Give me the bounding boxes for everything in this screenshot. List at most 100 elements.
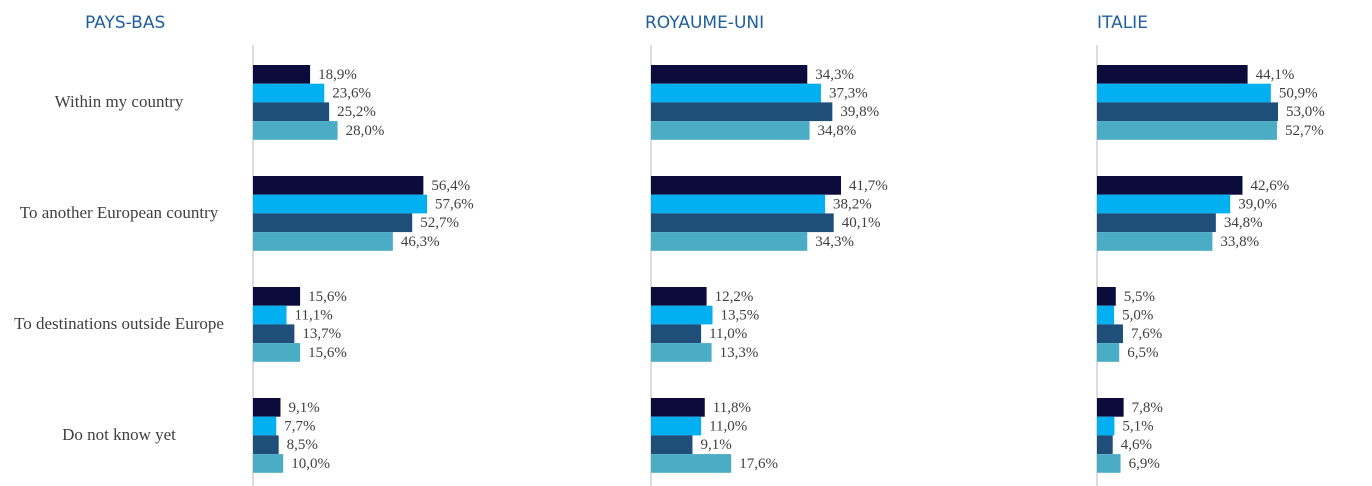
value-label: 33,8% [1220,234,1259,250]
bar [1097,102,1278,122]
bar [253,65,311,84]
bar [253,416,277,436]
value-label: 23,6% [332,85,371,101]
value-label: 38,2% [833,196,872,212]
value-label: 11,0% [709,326,747,342]
bar [1097,305,1115,325]
value-label: 10,0% [291,456,330,472]
bar [651,65,808,84]
bar [1097,343,1120,362]
value-label: 34,8% [1224,215,1263,231]
bar [1097,65,1248,84]
value-label: 7,7% [284,418,315,434]
bar [1097,416,1115,436]
bar [253,343,301,362]
value-label: 52,7% [420,215,459,231]
bar [253,454,284,473]
value-label: 4,6% [1121,437,1152,453]
bar [651,213,834,233]
bar [1097,213,1216,233]
value-label: 39,8% [840,104,879,120]
bar [651,102,833,122]
value-label: 9,1% [700,437,731,453]
category-label: Within my country [54,92,184,112]
bar [1097,121,1277,140]
bar [253,194,427,214]
bar [651,83,821,103]
bar [253,305,287,325]
bar [253,121,338,140]
bar [1097,232,1213,251]
bar [651,194,826,214]
value-label: 11,1% [295,307,333,323]
panel-title: ITALIE [1097,13,1148,33]
value-label: 7,8% [1132,400,1163,416]
bar [1097,194,1231,214]
bar [1097,435,1113,455]
category-label: To another European country [19,203,219,223]
panel-title: ROYAUME-UNI [645,13,764,33]
value-label: 15,6% [308,345,347,361]
value-label: 5,5% [1124,289,1155,305]
bar [651,435,693,455]
value-label: 13,7% [302,326,341,342]
value-label: 11,8% [713,400,751,416]
value-label: 13,5% [721,307,760,323]
bar [651,324,702,344]
value-label: 40,1% [842,215,881,231]
value-label: 34,3% [815,67,854,83]
value-label: 7,6% [1131,326,1162,342]
value-label: 56,4% [431,178,470,194]
bar [651,305,713,325]
value-label: 46,3% [401,234,440,250]
bar [253,287,301,306]
bar [253,398,281,417]
bar [253,176,424,195]
bar [651,416,702,436]
value-label: 8,5% [287,437,318,453]
bar [651,454,732,473]
bar [253,102,330,122]
bar [1097,287,1116,306]
bar [253,435,279,455]
value-label: 37,3% [829,85,868,101]
bar [651,121,810,140]
bar [1097,454,1121,473]
category-label: To destinations outside Europe [14,314,224,334]
bar [1097,324,1123,344]
value-label: 5,0% [1122,307,1153,323]
bar [651,176,841,195]
category-label: Do not know yet [62,425,176,445]
value-label: 6,5% [1127,345,1158,361]
value-label: 44,1% [1256,67,1295,83]
bar [253,324,295,344]
value-label: 25,2% [337,104,376,120]
value-label: 34,3% [815,234,854,250]
bar [651,232,808,251]
value-label: 6,9% [1129,456,1160,472]
bar [651,398,705,417]
value-label: 18,9% [318,67,357,83]
bar [1097,176,1243,195]
value-label: 11,0% [709,418,747,434]
value-label: 12,2% [715,289,754,305]
bar [651,287,707,306]
value-label: 17,6% [739,456,778,472]
panel-title: PAYS-BAS [85,13,165,33]
value-label: 15,6% [308,289,347,305]
bar [1097,83,1271,103]
value-label: 57,6% [435,196,474,212]
bar [253,213,413,233]
bar [253,83,325,103]
value-label: 42,6% [1250,178,1289,194]
value-label: 39,0% [1238,196,1277,212]
bar [253,232,393,251]
value-label: 34,8% [818,123,857,139]
value-label: 28,0% [346,123,385,139]
value-label: 9,1% [288,400,319,416]
bar [1097,398,1124,417]
value-label: 52,7% [1285,123,1324,139]
value-label: 50,9% [1279,85,1318,101]
